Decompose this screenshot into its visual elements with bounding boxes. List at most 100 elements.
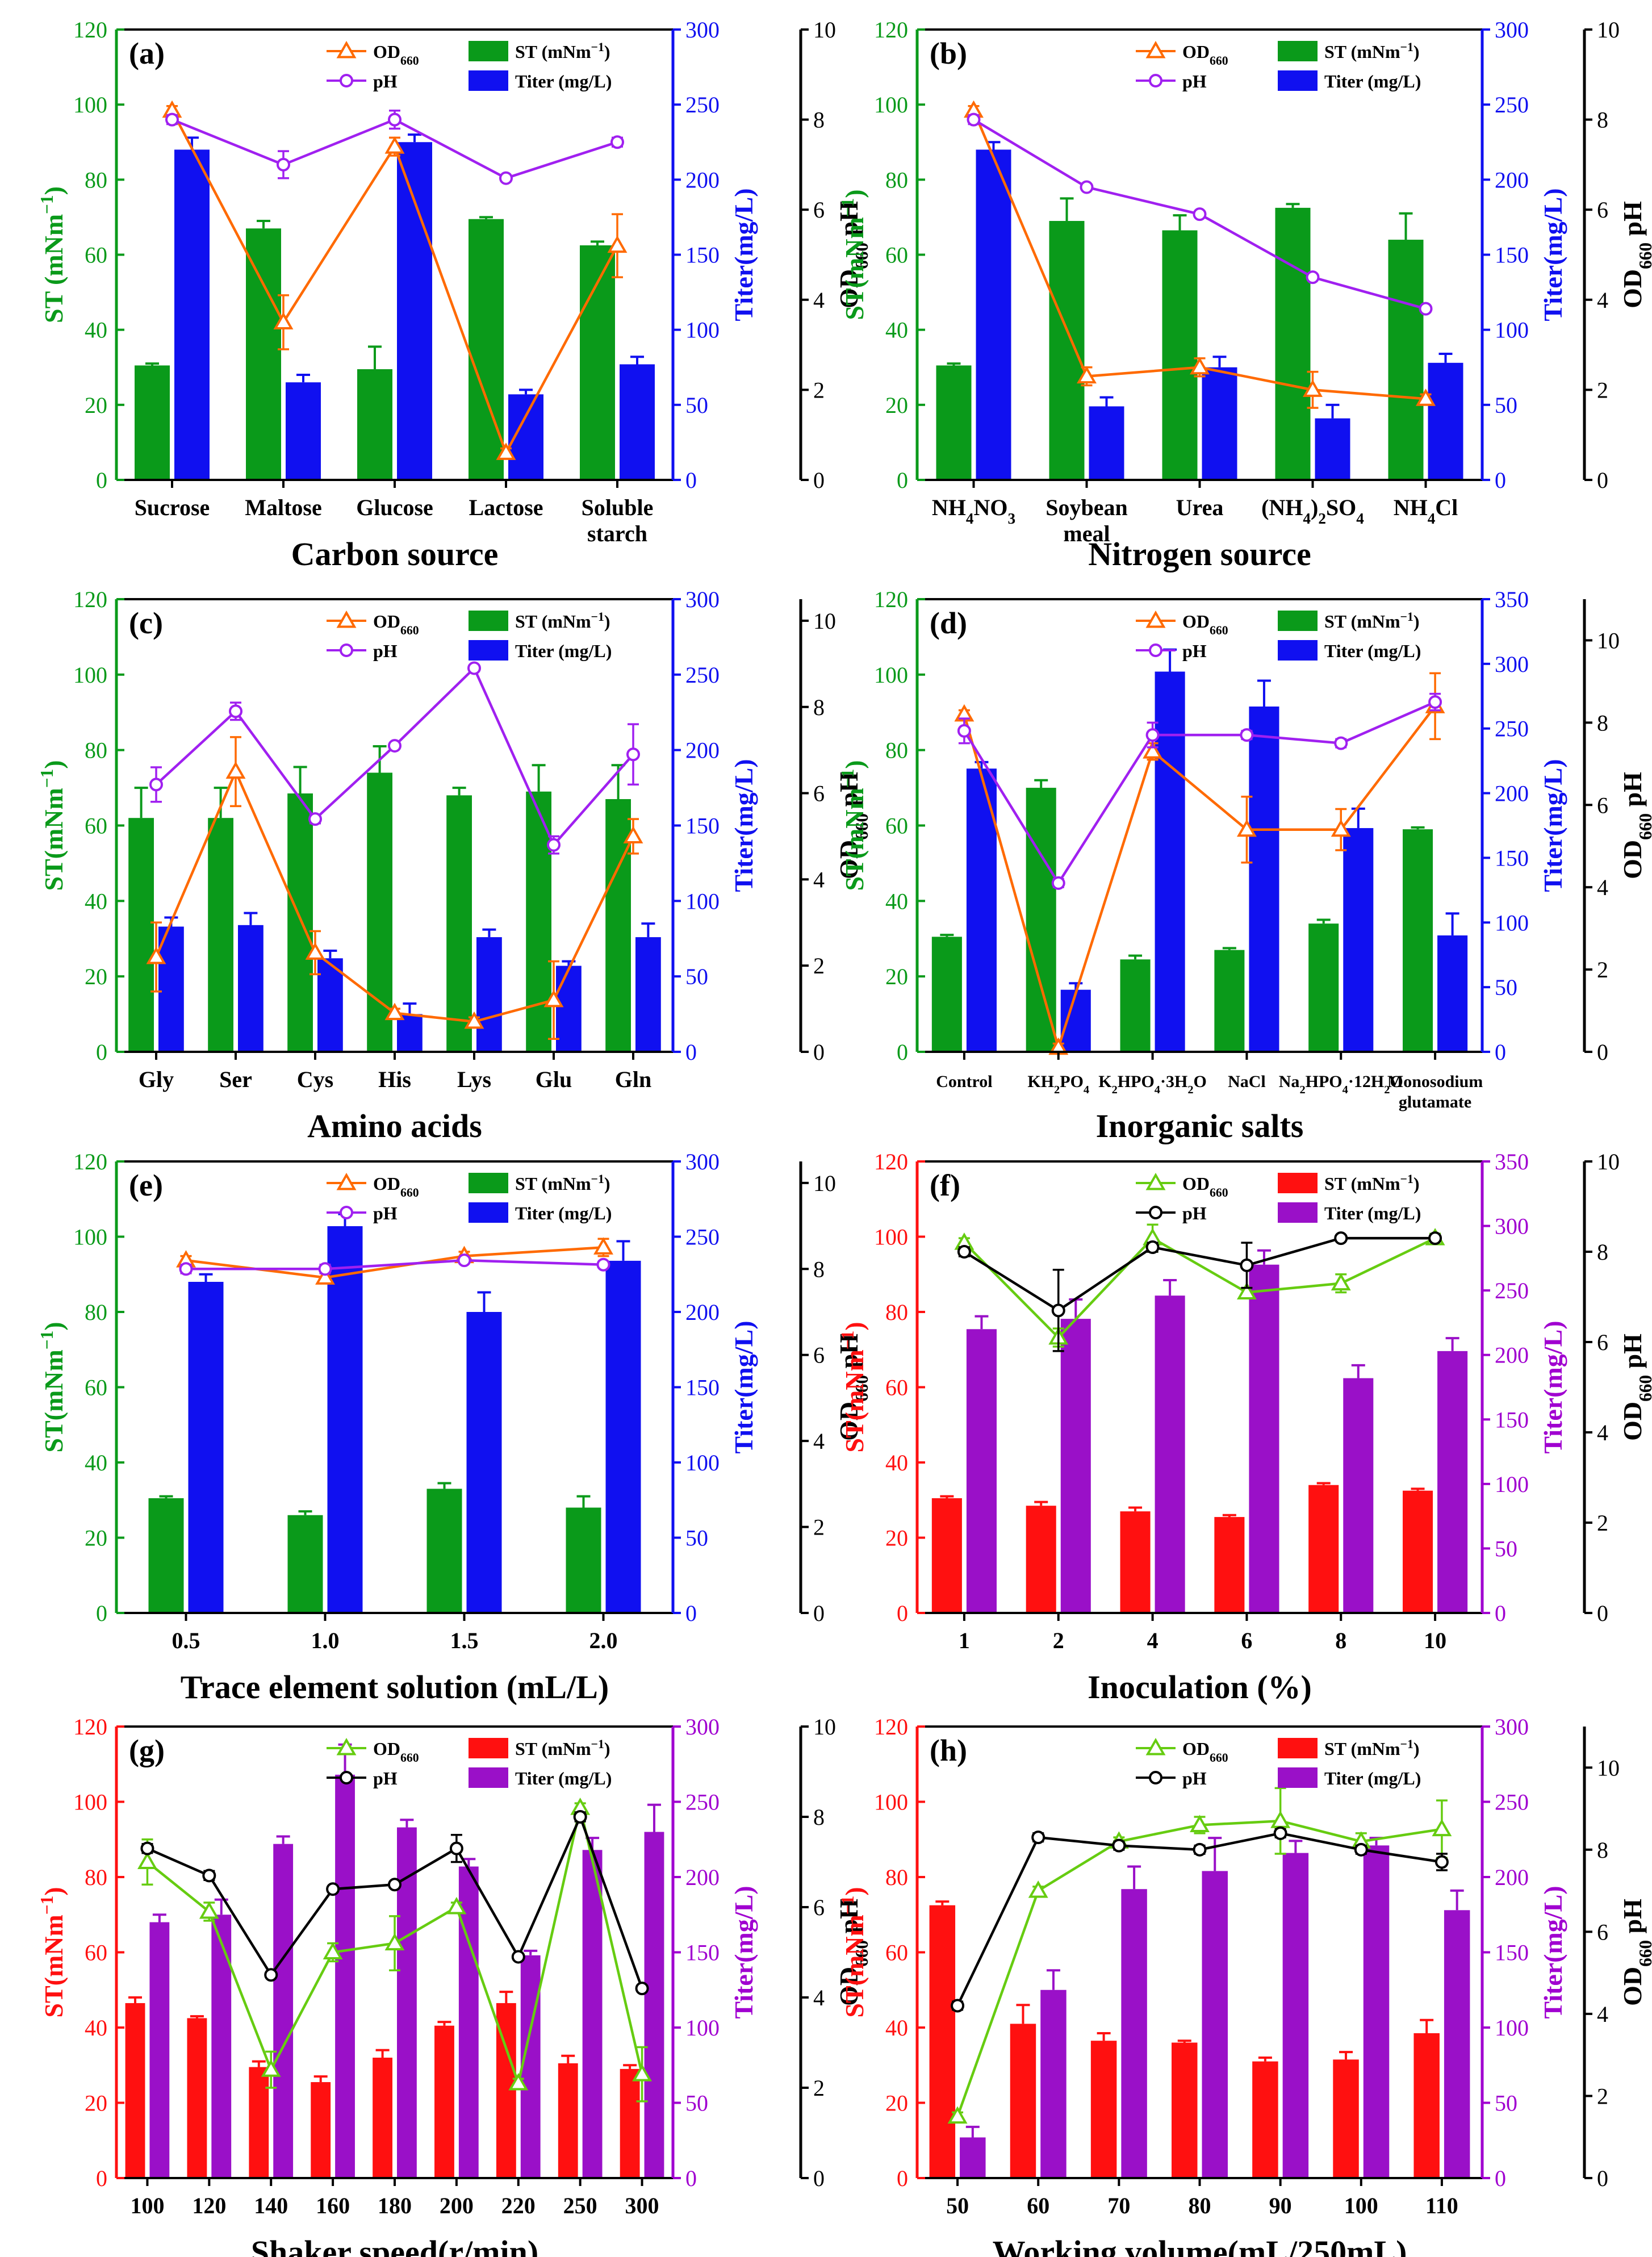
x-tick-label-g: 300 [625,2193,659,2218]
bar-titer-f-1 [1060,1319,1091,1613]
y3-tick-label-g: 2 [813,2075,825,2101]
point-ph-d-4 [1334,736,1348,750]
bar-titer-a-0 [174,149,210,480]
bar-titer-f-3 [1249,1264,1279,1613]
point-od-g-3 [323,1942,343,1959]
x-label-g: Shaker speed(r/min) [251,2234,538,2257]
y1-tick-label-f: 120 [874,1149,908,1175]
y2-tick-label-c: 200 [685,738,720,763]
bar-titer-c-0 [158,926,184,1052]
bar-st-d-1 [1026,788,1056,1052]
bar-st-e-2 [426,1489,462,1613]
legend-e: OD660 pH ST (mNm−1) Titer (mg/L) [327,1172,612,1223]
y2-tick-label-a: 0 [685,467,697,493]
legend-text-st-a: ST (mNm−1) [515,40,610,62]
point-ph-h-6 [1434,1855,1449,1869]
errbar-st-g-4 [375,2049,390,2058]
y3-tick-label-b: 4 [1597,287,1608,313]
y1-tick-label-b: 100 [874,92,908,118]
legend-marker-od-e [336,1172,357,1190]
y2-tick-label-e: 0 [685,1600,697,1626]
bar-st-d-4 [1308,923,1339,1052]
y3-tick-label-h: 10 [1597,1755,1620,1780]
errbar-st-g-8 [623,2064,637,2069]
bar-st-h-2 [1090,2041,1117,2178]
bar-st-b-3 [1275,207,1311,480]
bar-titer-d-1 [1060,989,1091,1052]
x-tick-label-c: Gln [615,1067,651,1092]
x-label-a: Carbon source [291,536,499,572]
y3-tick-label-e: 0 [813,1600,825,1626]
y2-label-a: Titer(mg/L) [729,188,758,321]
x-tick-label-e: 0.5 [172,1628,200,1653]
y1-tick-label-e: 0 [96,1600,107,1626]
y3-tick-label-h: 0 [1597,2166,1608,2191]
y3-label-c: OD660 pH [834,772,872,879]
bar-st-d-3 [1214,950,1245,1052]
legend-text-st-g: ST (mNm−1) [515,1737,610,1759]
x-tick-label-g: 100 [130,2193,164,2218]
point-od-c-4 [464,1011,484,1029]
y3-tick-label-a: 10 [813,17,836,43]
errbar-titer-b-1 [1099,396,1114,407]
bar-titer-d-2 [1155,671,1185,1052]
bar-titer-g-3 [335,1774,355,2178]
errbar-st-d-2 [1128,954,1143,960]
x-tick-label-d: KH2PO4 [1027,1072,1089,1096]
errbar-st-h-6 [1420,2018,1434,2033]
y1-label-g: ST(mNm−1) [37,1887,69,2017]
y2-tick-label-g: 50 [685,2091,708,2116]
y2-tick-label-a: 100 [685,317,720,343]
panel-label-h: (h) [930,1733,967,1767]
y3-label-f: OD660 pH [1618,1334,1652,1441]
errbar-st-g-3 [313,2075,328,2083]
errbar-st-b-0 [947,362,961,366]
y1-tick-label-h: 20 [885,2091,908,2116]
point-od-c-2 [305,942,325,960]
bar-st-e-1 [287,1515,323,1613]
y3-tick-label-f: 0 [1597,1600,1608,1626]
legend-swatch-st-f [1278,1173,1318,1193]
y1-tick-label-a: 20 [85,392,107,418]
legend-swatch-titer-g [469,1767,508,1788]
y2-tick-label-h: 50 [1495,2091,1517,2116]
y3-tick-label-b: 6 [1597,197,1608,223]
x-tick-label-e: 2.0 [589,1628,618,1653]
point-od-d-3 [1236,819,1257,837]
line-od-f [963,1236,1436,1340]
chart-panel-g: 0 20 40 60 80 100 120 0 50 100 150 200 250 300 0 2 4 6 8 10… [37,1714,872,2257]
x-label-f: Inoculation (%) [1088,1669,1312,1706]
y2-tick-label-d: 0 [1495,1039,1506,1065]
y2-tick-label-a: 200 [685,167,720,193]
errbar-st-g-7 [561,2054,575,2063]
point-od-g-1 [199,1901,219,1919]
y3-tick-label-g: 10 [813,1714,836,1740]
x-tick-label-h: 90 [1269,2193,1292,2218]
point-ph-b-1 [1080,180,1094,194]
bar-titer-a-1 [286,382,321,480]
bar-st-f-1 [1026,1506,1056,1613]
line-ph-f [963,1236,1436,1313]
errbar-titer-f-0 [975,1315,989,1330]
y1-tick-label-f: 20 [885,1525,908,1551]
bar-titer-f-5 [1437,1351,1468,1613]
point-ph-g-7 [573,1810,587,1824]
y3-tick-label-c: 8 [813,695,825,720]
y3-label-b: OD660 pH [1618,201,1652,308]
errbar-titer-e-2 [477,1291,491,1312]
errbar-st-a-0 [145,362,159,366]
y1-label-c: ST(mNm−1) [37,760,69,891]
bar-titer-d-5 [1437,935,1468,1052]
bar-st-b-2 [1162,230,1198,480]
legend-text-st-b: ST (mNm−1) [1324,40,1420,62]
errbar-titer-c-4 [482,928,496,938]
y2-tick-label-b: 100 [1495,317,1529,343]
y2-tick-label-c: 150 [685,813,720,839]
point-od-b-4 [1416,388,1436,406]
point-ph-a-1 [277,157,290,172]
errbar-st-e-0 [159,1495,173,1498]
point-od-a-3 [496,442,516,460]
y2-tick-label-b: 150 [1495,243,1529,268]
x-tick-label-c: Gly [139,1067,174,1092]
x-tick-label-h: 80 [1189,2193,1211,2218]
